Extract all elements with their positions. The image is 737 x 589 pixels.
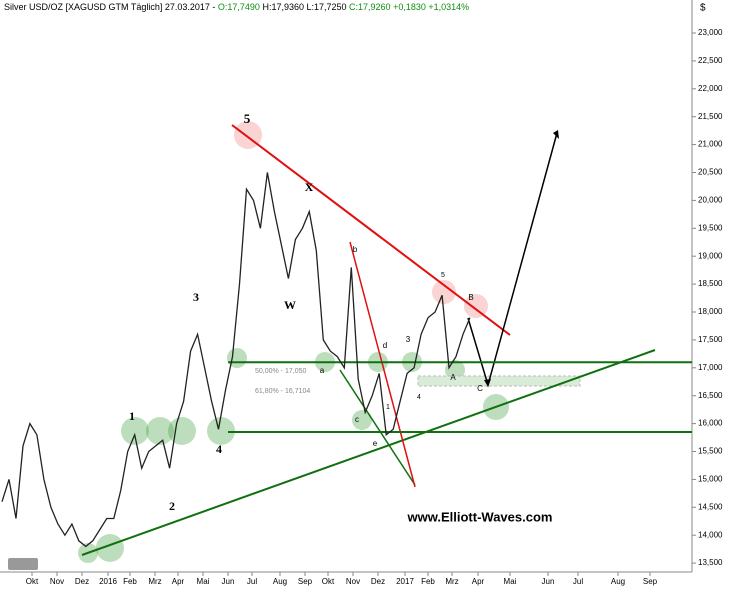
x-tick-label: Aug [611,577,625,586]
wave-label: 5 [441,272,445,279]
x-tick-label: Feb [123,577,137,586]
trendline [231,124,511,336]
x-tick-label: Okt [322,577,335,586]
x-tick-label: Apr [472,577,485,586]
header-part: O:17,7490 [218,2,260,12]
header: Silver USD/OZ [XAGUSD GTM Täglich] 27.03… [4,2,469,12]
y-tick-label: 16,000 [698,419,723,428]
x-tick-label: Jul [573,577,583,586]
wave-label: c [355,415,359,424]
logo-box [8,558,38,570]
highlight [146,417,174,445]
highlight [168,417,196,445]
x-tick-label: Dez [75,577,89,586]
wave-label: A [450,373,456,382]
y-tick-label: 19,000 [698,251,723,260]
trendline [349,241,416,488]
wave-label: 5 [244,111,251,126]
wave-label: a [320,366,325,375]
y-tick-label: 23,000 [698,28,723,37]
highlight [227,348,247,368]
wave-label: b [353,245,358,254]
header-part: Silver USD/OZ [XAGUSD GTM Täglich] 27.03… [4,2,218,12]
wave-label: X [305,180,314,194]
wave-label: W [284,298,296,312]
fib-label: 61,80% - 16,7104 [255,388,310,395]
wave-label: 2 [169,499,175,513]
wave-label: 3 [406,335,411,344]
x-tick-label: Aug [273,577,287,586]
y-tick-label: 17,000 [698,363,723,372]
y-unit: $ [700,3,706,14]
highlight [464,294,488,318]
x-tick-label: Nov [346,577,360,586]
wave-label: 4 [417,394,421,401]
highlight [121,417,149,445]
y-tick-label: 14,000 [698,530,723,539]
x-tick-label: Sep [643,577,658,586]
y-tick-label: 22,000 [698,84,723,93]
x-tick-label: Nov [50,577,64,586]
x-tick-label: 2016 [99,577,117,586]
wave-label: d [383,341,387,350]
x-tick-label: Apr [172,577,185,586]
highlight [96,534,124,562]
fib-zone [417,375,581,387]
y-tick-label: 21,500 [698,112,723,121]
trendline [81,349,656,556]
y-tick-label: 15,500 [698,447,723,456]
x-tick-label: Mrz [148,577,161,586]
highlight [352,410,372,430]
x-tick-label: Mrz [445,577,458,586]
header-part: C:17,9260 +0,1830 +1,0314% [349,2,469,12]
wave-label: 1 [386,404,390,411]
x-tick-label: Jun [222,577,235,586]
y-tick-label: 17,500 [698,335,723,344]
watermark: www.Elliott-Waves.com [407,509,553,524]
y-tick-label: 18,000 [698,307,723,316]
y-tick-label: 19,500 [698,223,723,232]
trendline [339,369,416,486]
wave-label: 1 [129,409,135,423]
circles [78,121,509,563]
y-tick-label: 16,500 [698,391,723,400]
x-tick-label: 2017 [396,577,414,586]
highlight [432,280,456,304]
price-line [1,172,471,548]
x-tick-label: Okt [26,577,39,586]
wave-label: B [468,293,473,302]
y-tick-label: 14,500 [698,502,723,511]
x-tick-label: Sep [298,577,313,586]
wave-label: 3 [193,290,199,304]
fib-label: 50,00% - 17,050 [255,368,306,375]
y-tick-label: 21,000 [698,140,723,149]
x-tick-label: Jun [542,577,555,586]
x-tick-label: Dez [371,577,385,586]
wave-label: 4 [216,442,222,456]
y-tick-label: 18,500 [698,279,723,288]
y-tick-label: 13,500 [698,558,723,567]
wave-label: C [477,384,483,393]
wave-label: e [373,439,378,448]
x-tick-label: Mai [197,577,210,586]
y-tick-label: 22,500 [698,56,723,65]
y-tick-label: 15,000 [698,475,723,484]
x-tick-label: Feb [421,577,435,586]
logo [8,558,38,570]
x-tick-label: Mai [504,577,517,586]
y-tick-label: 20,000 [698,196,723,205]
highlight [207,417,235,445]
x-tick-label: Jul [247,577,257,586]
header-part: H:17,9360 L:17,7250 [260,2,349,12]
y-tick-label: 20,500 [698,168,723,177]
